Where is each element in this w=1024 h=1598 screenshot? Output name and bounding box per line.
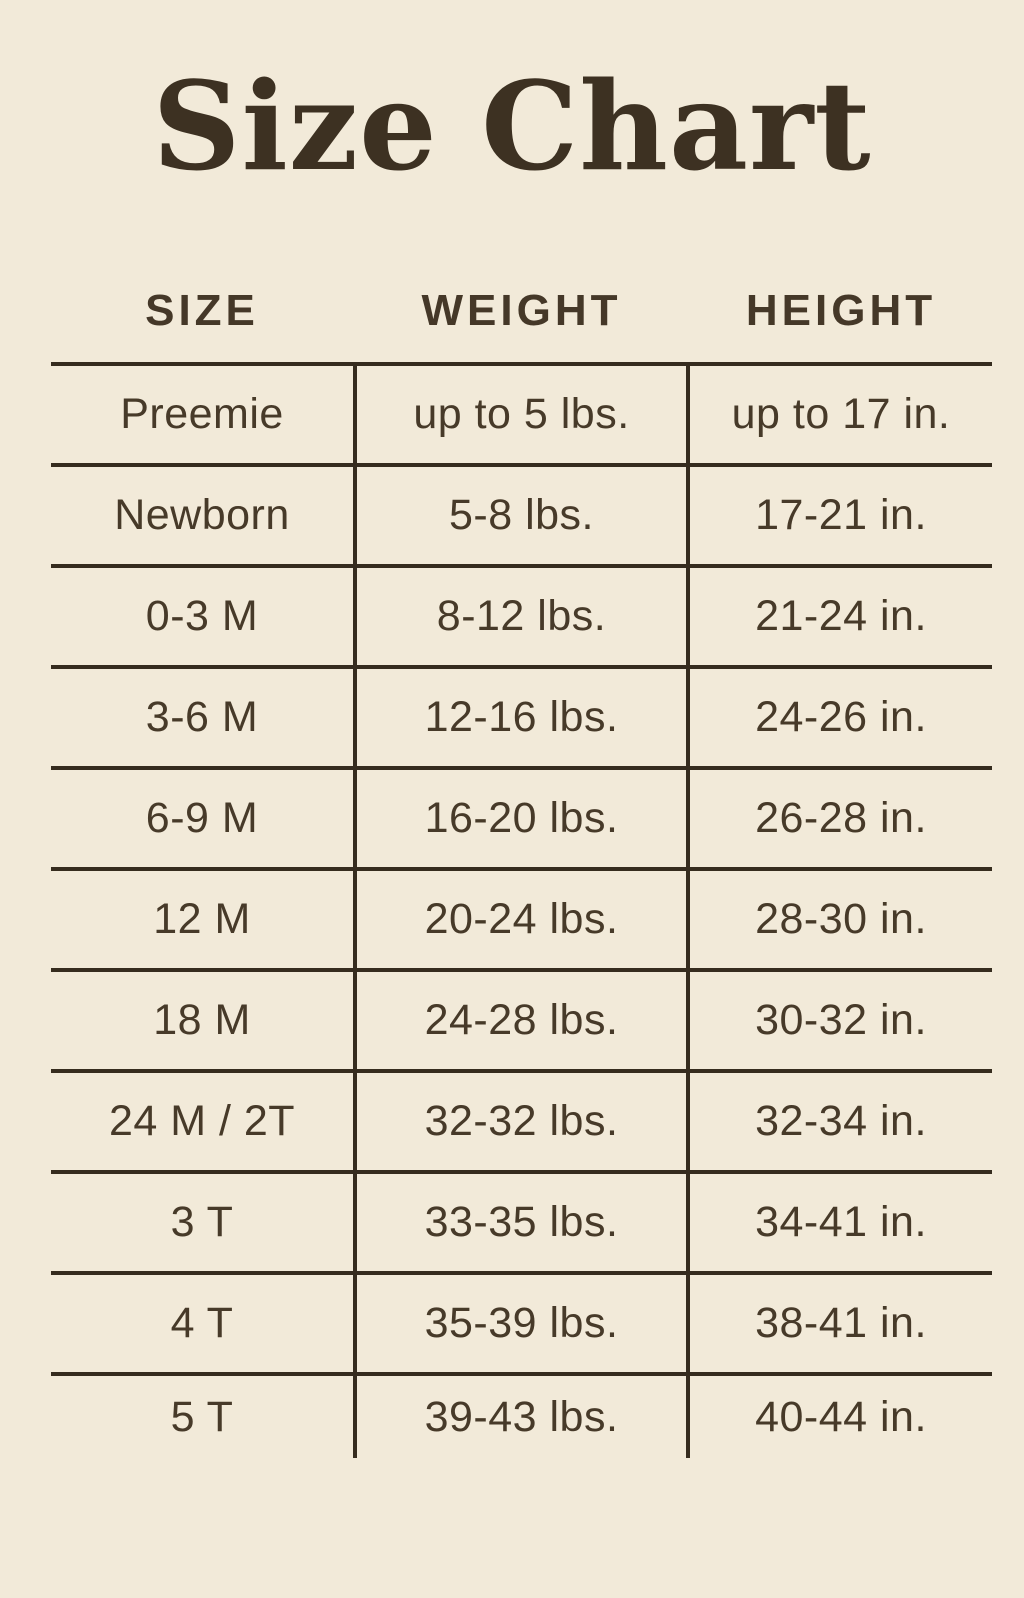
table-row: Preemie up to 5 lbs. up to 17 in.: [51, 362, 992, 464]
height-cell: 26-28 in.: [755, 794, 927, 843]
height-cell: 17-21 in.: [755, 491, 927, 540]
column-header-height: HEIGHT: [745, 286, 937, 336]
weight-cell: 5-8 lbs.: [353, 467, 690, 565]
size-cell: 24 M / 2T: [108, 1097, 296, 1146]
size-cell: 12 M: [153, 895, 251, 944]
height-cell: 30-32 in.: [755, 996, 927, 1045]
weight-cell: 33-35 lbs.: [353, 1174, 690, 1272]
size-cell: 4 T: [170, 1299, 234, 1348]
size-cell: 18 M: [153, 996, 251, 1045]
table-row: 3 T 33-35 lbs. 34-41 in.: [51, 1170, 992, 1272]
table-row: Newborn 5-8 lbs. 17-21 in.: [51, 463, 992, 565]
table-row: 24 M / 2T 32-32 lbs. 32-34 in.: [51, 1069, 992, 1171]
weight-cell: 39-43 lbs.: [353, 1376, 690, 1459]
height-cell: 21-24 in.: [755, 592, 927, 641]
height-cell: up to 17 in.: [731, 390, 951, 439]
weight-cell: up to 5 lbs.: [353, 366, 690, 464]
column-header-size: SIZE: [145, 286, 259, 336]
height-cell: 40-44 in.: [755, 1392, 927, 1441]
size-cell: 5 T: [170, 1392, 234, 1441]
weight-cell: 16-20 lbs.: [353, 770, 690, 868]
height-cell: 38-41 in.: [755, 1299, 927, 1348]
size-chart-table: SIZE WEIGHT HEIGHT Preemie up to 5 lbs. …: [51, 190, 992, 1459]
table-row: 0-3 M 8-12 lbs. 21-24 in.: [51, 564, 992, 666]
size-cell: Newborn: [114, 491, 290, 540]
column-header-weight: WEIGHT: [421, 286, 622, 336]
size-cell: 3 T: [170, 1198, 234, 1247]
weight-cell: 32-32 lbs.: [353, 1073, 690, 1171]
weight-cell: 35-39 lbs.: [353, 1275, 690, 1373]
page-title: Size Chart: [152, 54, 872, 198]
height-cell: 28-30 in.: [755, 895, 927, 944]
height-cell: 34-41 in.: [755, 1198, 927, 1247]
size-cell: Preemie: [120, 390, 284, 439]
table-row: 5 T 39-43 lbs. 40-44 in.: [51, 1372, 992, 1459]
weight-cell: 24-28 lbs.: [353, 972, 690, 1070]
table-header-row: SIZE WEIGHT HEIGHT: [51, 190, 992, 362]
size-cell: 6-9 M: [145, 794, 259, 843]
height-cell: 32-34 in.: [755, 1097, 927, 1146]
table-row: 3-6 M 12-16 lbs. 24-26 in.: [51, 665, 992, 767]
table-row: 18 M 24-28 lbs. 30-32 in.: [51, 968, 992, 1070]
height-cell: 24-26 in.: [755, 693, 927, 742]
size-cell: 3-6 M: [145, 693, 259, 742]
size-cell: 0-3 M: [145, 592, 259, 641]
weight-cell: 12-16 lbs.: [353, 669, 690, 767]
table-row: 4 T 35-39 lbs. 38-41 in.: [51, 1271, 992, 1373]
weight-cell: 8-12 lbs.: [353, 568, 690, 666]
table-row: 12 M 20-24 lbs. 28-30 in.: [51, 867, 992, 969]
weight-cell: 20-24 lbs.: [353, 871, 690, 969]
table-row: 6-9 M 16-20 lbs. 26-28 in.: [51, 766, 992, 868]
